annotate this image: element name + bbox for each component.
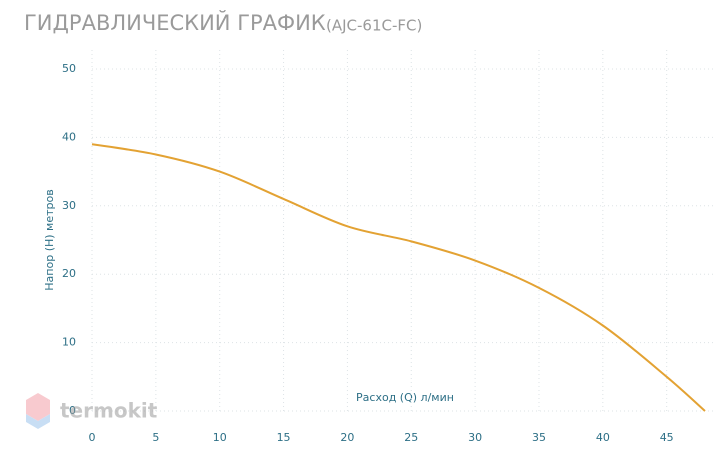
x-tick-label: 15 [277, 431, 291, 444]
x-tick-label: 0 [89, 431, 96, 444]
x-tick-label: 45 [660, 431, 674, 444]
x-axis-label: Расход (Q) л/мин [356, 391, 454, 404]
x-tick-label: 10 [213, 431, 227, 444]
x-tick-label: 35 [532, 431, 546, 444]
chart-model: (AJC-61C-FC) [326, 17, 422, 35]
y-tick-label: 30 [62, 199, 76, 212]
x-tick-label: 40 [596, 431, 610, 444]
y-axis-label: Напор (H) метров [43, 189, 56, 290]
x-tick-label: 20 [340, 431, 354, 444]
x-tick-label: 30 [468, 431, 482, 444]
chart-title: ГИДРАВЛИЧЕСКИЙ ГРАФИК [24, 10, 326, 35]
y-tick-label: 50 [62, 62, 76, 75]
y-tick-label: 0 [69, 404, 76, 417]
x-tick-label: 25 [404, 431, 418, 444]
y-tick-label: 10 [62, 336, 76, 349]
x-tick-label: 5 [152, 431, 159, 444]
logo: termokit [26, 393, 158, 429]
y-tick-label: 40 [62, 130, 76, 143]
y-tick-label: 20 [62, 267, 76, 280]
logo-icon-base [26, 414, 50, 429]
logo-icon [26, 393, 50, 421]
watermark: termokit [60, 399, 158, 423]
data-line [91, 143, 706, 412]
